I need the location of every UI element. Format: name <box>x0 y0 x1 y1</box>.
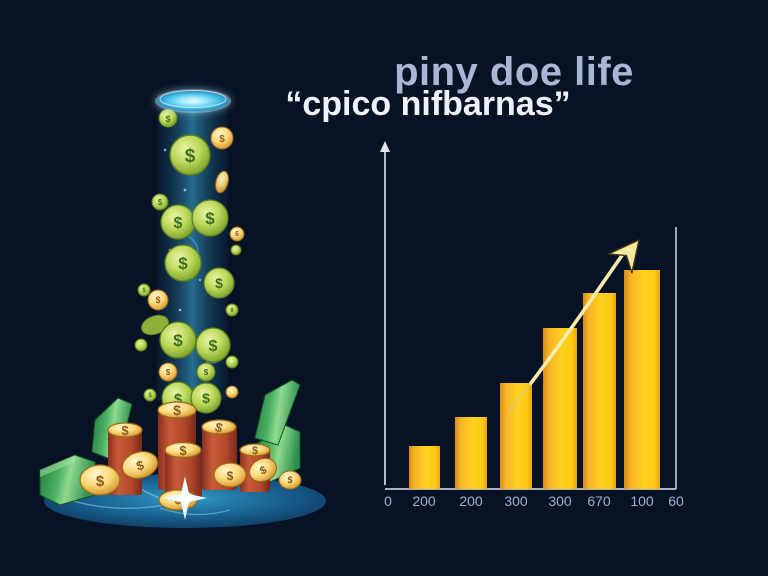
svg-text:100: 100 <box>630 493 654 509</box>
svg-text:60: 60 <box>668 493 684 509</box>
svg-text:300: 300 <box>548 493 572 509</box>
svg-text:300: 300 <box>504 493 528 509</box>
svg-text:0: 0 <box>384 493 392 509</box>
svg-text:200: 200 <box>459 493 483 509</box>
svg-text:200: 200 <box>412 493 436 509</box>
svg-text:670: 670 <box>587 493 611 509</box>
